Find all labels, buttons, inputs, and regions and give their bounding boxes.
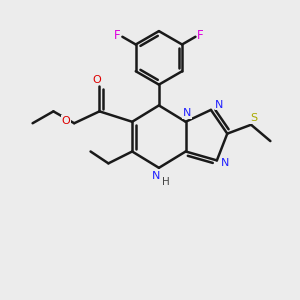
Text: F: F: [197, 29, 204, 42]
Text: S: S: [250, 113, 257, 123]
Text: N: N: [215, 100, 224, 110]
Text: F: F: [114, 29, 121, 42]
Text: O: O: [93, 75, 101, 85]
Text: H: H: [163, 176, 170, 187]
Text: N: N: [183, 108, 191, 118]
Text: O: O: [61, 116, 70, 126]
Text: N: N: [152, 171, 161, 181]
Text: N: N: [221, 158, 230, 168]
